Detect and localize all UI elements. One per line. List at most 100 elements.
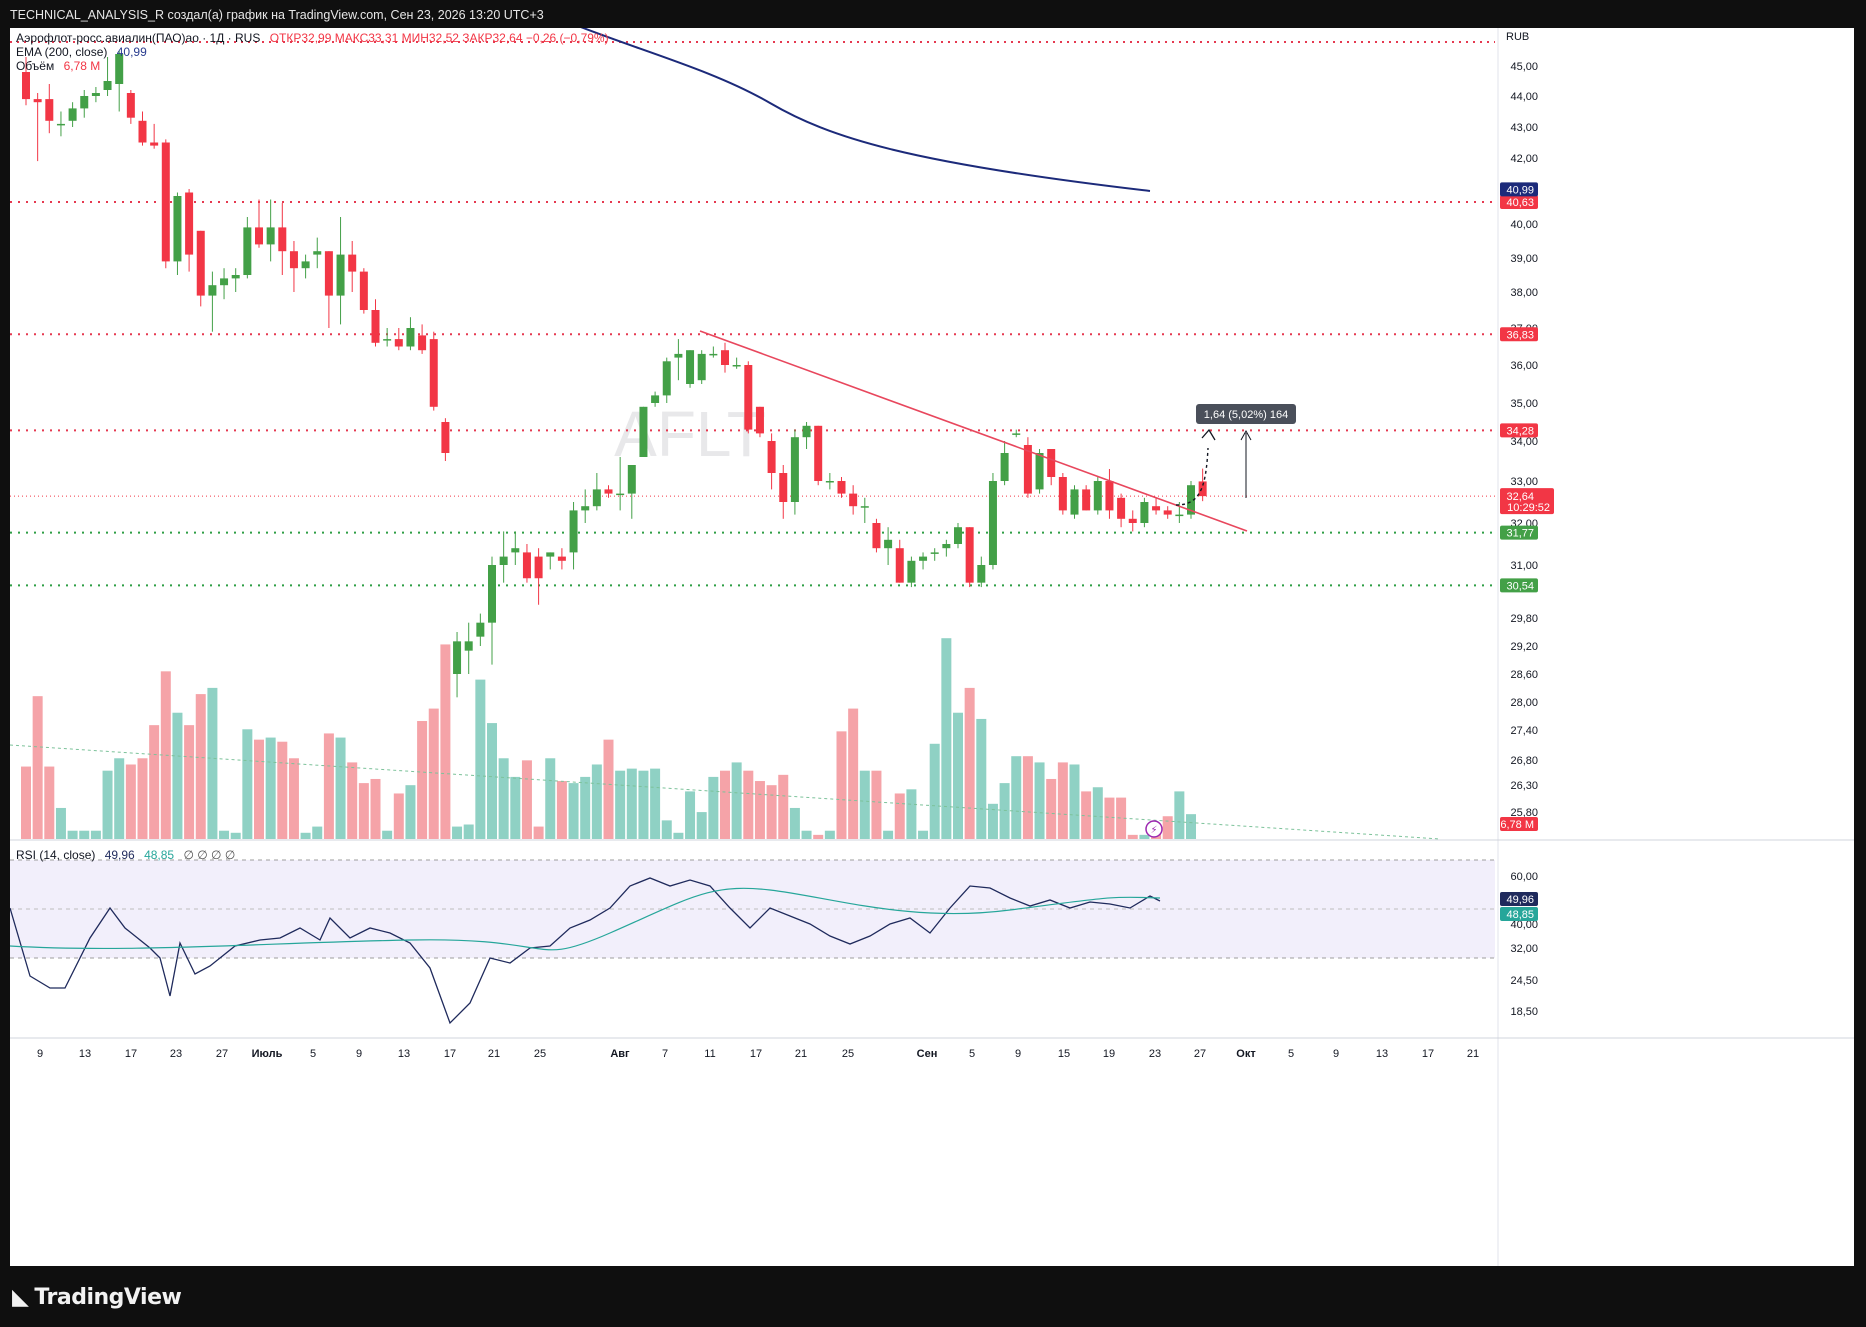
brand-mark-icon: ◣ — [12, 1285, 29, 1310]
time-tick-label: 15 — [1058, 1048, 1070, 1060]
volume-bar — [754, 781, 765, 839]
volume-bar — [440, 644, 451, 839]
time-tick-label: 19 — [1103, 1048, 1115, 1060]
volume-badge-label: 6,78 M — [1500, 819, 1534, 831]
ema-legend[interactable]: EMA (200, close) 40,99 — [16, 45, 147, 59]
volume-bar — [580, 776, 591, 839]
price-tick-label: 25,80 — [1510, 807, 1538, 819]
candle-body — [394, 339, 403, 347]
volume-bar — [475, 679, 486, 839]
candle-body — [697, 353, 706, 381]
volume-label: Объём — [16, 59, 55, 73]
volume-bar — [1127, 834, 1138, 839]
volume-bar — [789, 807, 800, 839]
volume-bar — [976, 718, 987, 839]
candle-body — [324, 251, 333, 296]
candle-body — [80, 96, 89, 109]
time-tick-label: 17 — [750, 1048, 762, 1060]
candle-body — [942, 544, 951, 549]
brand-text: TradingView — [34, 1285, 182, 1310]
projection-path — [1175, 447, 1209, 506]
price-tick-label: 31,00 — [1510, 560, 1538, 572]
ema-badge-label: 40,99 — [1506, 184, 1534, 196]
candle-body — [173, 196, 182, 262]
candle-body — [185, 192, 194, 255]
volume-bar — [1162, 816, 1173, 839]
candle-body — [103, 81, 112, 90]
rsi-legend[interactable]: RSI (14, close) 49,96 48,85 ∅ ∅ ∅ ∅ — [16, 848, 235, 862]
last-price-label: 32,64 — [1506, 491, 1534, 503]
volume-bar — [55, 807, 66, 839]
time-tick-label: 11 — [704, 1048, 715, 1060]
time-tick-label: 13 — [398, 1048, 410, 1060]
candle-body — [476, 622, 485, 637]
volume-legend[interactable]: Объём 6,78 M — [16, 59, 100, 73]
candle-body — [1152, 506, 1161, 511]
volume-bar — [836, 731, 847, 839]
rsi-label: RSI (14, close) — [16, 848, 96, 862]
volume-bar — [685, 791, 696, 839]
symbol-name: Аэрофлот-росс.авиалин(ПАО)ао · 1Д · RUS — [16, 31, 261, 45]
candle-body — [150, 142, 159, 146]
volume-bar — [370, 778, 381, 839]
volume-bar — [801, 830, 812, 839]
candle-body — [604, 489, 613, 494]
candle-body — [639, 406, 648, 457]
time-tick-label: 27 — [216, 1048, 228, 1060]
candle-body — [348, 254, 357, 272]
candle-body — [837, 481, 846, 494]
volume-bar — [556, 781, 567, 839]
price-tick-label: 38,00 — [1510, 287, 1538, 299]
chart-frame[interactable]: RUBAFLT45,0044,0043,0042,0041,0040,0039,… — [10, 28, 1854, 1266]
candle-body — [1070, 489, 1079, 515]
rsi-ma-badge-label: 48,85 — [1506, 909, 1534, 921]
candle-body — [255, 227, 263, 245]
tradingview-logo[interactable]: ◣ TradingView — [12, 1285, 182, 1310]
volume-bar — [405, 785, 416, 839]
volume-bar — [393, 793, 404, 839]
candle-body — [1023, 445, 1032, 494]
rsi-badge — [1500, 892, 1538, 906]
rsi-value: 49,96 — [104, 848, 135, 862]
candle-body — [814, 425, 823, 481]
time-tick-label: Авг — [610, 1048, 630, 1060]
volume-bar — [1104, 797, 1115, 839]
price-tick-label: 39,00 — [1510, 253, 1538, 265]
time-tick-label: 9 — [356, 1048, 362, 1060]
level-badge-label: 40,63 — [1506, 197, 1534, 209]
candle-body — [825, 481, 834, 483]
ema-label: EMA (200, close) — [16, 45, 108, 59]
volume-bar — [766, 785, 777, 839]
volume-bar — [44, 766, 55, 839]
candle-body — [627, 465, 636, 494]
volume-bar — [1092, 787, 1103, 839]
time-tick-label: 5 — [1288, 1048, 1294, 1060]
candle-body — [499, 556, 508, 565]
candle-body — [802, 425, 811, 438]
volume-bar — [720, 770, 730, 839]
candle-body — [266, 227, 275, 245]
candle-body — [1163, 510, 1172, 515]
candle-body — [1117, 497, 1126, 519]
candle-body — [371, 310, 380, 343]
volume-bar — [650, 768, 661, 839]
volume-bar — [708, 776, 719, 839]
chart-canvas[interactable]: RUBAFLT45,0044,0043,0042,0041,0040,0039,… — [10, 28, 1854, 1266]
rsi-ma-line — [10, 887, 1161, 951]
volume-bar — [545, 758, 556, 839]
candle-body — [616, 493, 625, 496]
candle-body — [930, 552, 939, 554]
candle-body — [721, 350, 729, 365]
candle-body — [592, 489, 601, 507]
volume-bar — [941, 638, 952, 839]
volume-bar — [195, 694, 206, 839]
candle-body — [662, 361, 671, 396]
candle-body — [441, 422, 450, 453]
measure-arrow-icon — [1240, 429, 1252, 441]
downtrend-line — [699, 330, 1248, 532]
candle-body — [674, 353, 683, 358]
volume-bar — [1081, 791, 1092, 839]
symbol-legend[interactable]: Аэрофлот-росс.авиалин(ПАО)ао · 1Д · RUS … — [16, 31, 609, 45]
ohlc-values: ОТКР32,99 МАКС33,31 МИН32,52 ЗАКР32,64 −… — [269, 31, 609, 45]
time-tick-label: Окт — [1236, 1048, 1256, 1060]
